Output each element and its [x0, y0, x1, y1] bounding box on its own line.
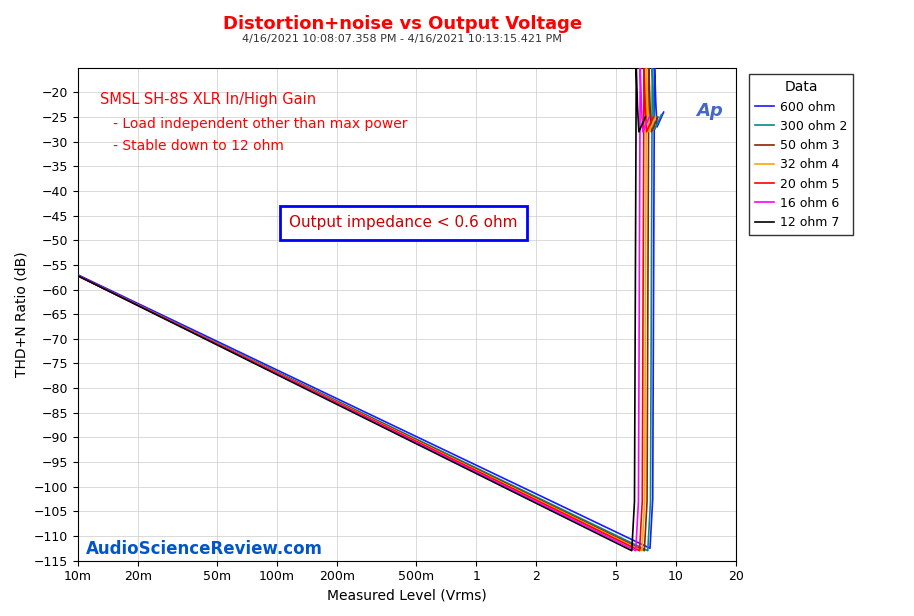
16 ohm 6 — [631, 547, 642, 554]
600 ohm — [649, 59, 660, 67]
16 ohm 6 — [72, 272, 83, 280]
20 ohm 5 — [357, 412, 368, 419]
50 ohm 3 — [639, 547, 650, 554]
32 ohm 4 — [359, 412, 370, 419]
16 ohm 6 — [356, 412, 367, 419]
Line: 32 ohm 4: 32 ohm 4 — [78, 68, 655, 551]
16 ohm 6 — [481, 474, 492, 481]
12 ohm 7 — [357, 414, 368, 421]
Text: Ap: Ap — [696, 102, 723, 120]
20 ohm 5 — [574, 517, 585, 525]
32 ohm 4 — [72, 272, 83, 280]
300 ohm 2 — [647, 62, 658, 69]
12 ohm 7 — [626, 547, 637, 554]
12 ohm 7 — [567, 517, 578, 525]
32 ohm 4 — [641, 64, 652, 71]
Legend: 600 ohm, 300 ohm 2, 50 ohm 3, 32 ohm 4, 20 ohm 5, 16 ohm 6, 12 ohm 7: 600 ohm, 300 ohm 2, 50 ohm 3, 32 ohm 4, … — [749, 74, 854, 235]
20 ohm 5 — [639, 64, 650, 71]
16 ohm 6 — [634, 64, 645, 71]
16 ohm 6 — [570, 517, 581, 525]
Text: SMSL SH-8S XLR In/High Gain: SMSL SH-8S XLR In/High Gain — [101, 92, 316, 107]
12 ohm 7 — [530, 499, 541, 506]
Line: 300 ohm 2: 300 ohm 2 — [78, 65, 662, 551]
50 ohm 3 — [487, 474, 498, 481]
300 ohm 2 — [490, 474, 501, 481]
600 ohm — [492, 471, 503, 479]
600 ohm — [574, 511, 585, 518]
600 ohm — [658, 108, 669, 116]
600 ohm — [72, 271, 83, 278]
300 ohm 2 — [543, 499, 554, 506]
50 ohm 3 — [643, 64, 654, 71]
16 ohm 6 — [359, 414, 370, 421]
600 ohm — [363, 410, 374, 418]
32 ohm 4 — [636, 547, 647, 554]
12 ohm 7 — [354, 412, 365, 419]
32 ohm 4 — [485, 474, 496, 481]
20 ohm 5 — [648, 113, 659, 121]
50 ohm 3 — [540, 499, 551, 506]
Y-axis label: THD+N Ratio (dB): THD+N Ratio (dB) — [14, 251, 28, 377]
20 ohm 5 — [362, 414, 373, 421]
50 ohm 3 — [569, 513, 579, 521]
Line: 20 ohm 5: 20 ohm 5 — [78, 68, 654, 551]
32 ohm 4 — [567, 513, 578, 521]
Text: AudioScienceReview.com: AudioScienceReview.com — [86, 540, 323, 558]
300 ohm 2 — [362, 412, 373, 419]
16 ohm 6 — [561, 513, 572, 521]
Text: Distortion+noise vs Output Voltage: Distortion+noise vs Output Voltage — [223, 15, 581, 33]
Line: 12 ohm 7: 12 ohm 7 — [78, 68, 645, 551]
300 ohm 2 — [72, 272, 83, 280]
300 ohm 2 — [572, 513, 583, 521]
300 ohm 2 — [643, 547, 654, 554]
20 ohm 5 — [484, 474, 494, 481]
32 ohm 4 — [576, 517, 587, 525]
Text: - Stable down to 12 ohm: - Stable down to 12 ohm — [101, 139, 284, 153]
50 ohm 3 — [72, 272, 83, 280]
32 ohm 4 — [363, 414, 374, 421]
50 ohm 3 — [360, 412, 371, 419]
Line: 600 ohm: 600 ohm — [78, 63, 664, 548]
12 ohm 7 — [72, 272, 83, 280]
50 ohm 3 — [579, 517, 590, 525]
Text: Output impedance < 0.6 ohm: Output impedance < 0.6 ohm — [289, 216, 517, 230]
600 ohm — [583, 515, 594, 522]
300 ohm 2 — [581, 517, 592, 525]
300 ohm 2 — [366, 414, 377, 421]
32 ohm 4 — [538, 499, 549, 506]
20 ohm 5 — [72, 272, 83, 280]
600 ohm — [367, 412, 377, 419]
Text: 4/16/2021 10:08:07.358 PM - 4/16/2021 10:13:15.421 PM: 4/16/2021 10:08:07.358 PM - 4/16/2021 10… — [242, 34, 562, 44]
16 ohm 6 — [533, 499, 544, 506]
600 ohm — [644, 545, 655, 552]
32 ohm 4 — [650, 113, 661, 121]
12 ohm 7 — [631, 64, 642, 71]
20 ohm 5 — [537, 499, 547, 506]
20 ohm 5 — [565, 513, 576, 521]
12 ohm 7 — [478, 474, 489, 481]
20 ohm 5 — [634, 547, 645, 554]
X-axis label: Measured Level (Vrms): Measured Level (Vrms) — [327, 589, 486, 603]
50 ohm 3 — [653, 113, 664, 121]
12 ohm 7 — [640, 113, 651, 121]
600 ohm — [545, 497, 556, 505]
12 ohm 7 — [558, 513, 569, 521]
Line: 50 ohm 3: 50 ohm 3 — [78, 68, 658, 551]
16 ohm 6 — [643, 113, 654, 121]
Line: 16 ohm 6: 16 ohm 6 — [78, 68, 649, 551]
Text: - Load independent other than max power: - Load independent other than max power — [101, 117, 408, 131]
50 ohm 3 — [364, 414, 375, 421]
300 ohm 2 — [656, 111, 667, 118]
